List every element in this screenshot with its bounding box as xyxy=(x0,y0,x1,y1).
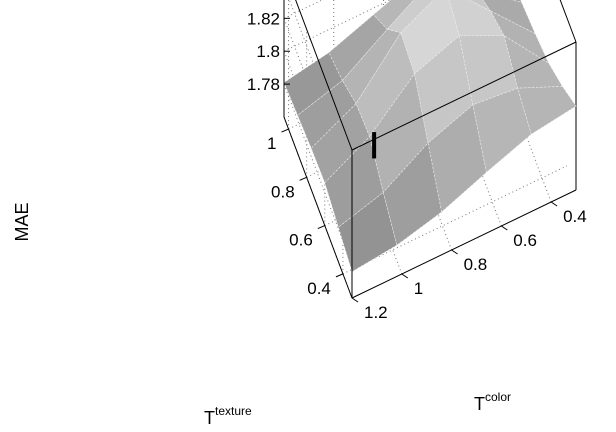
box-back-top-right xyxy=(559,0,577,43)
x-tick-label: 0.4 xyxy=(307,279,331,298)
y-tick-label: 1 xyxy=(414,279,423,298)
y-axis-label: Tcolor xyxy=(474,390,511,414)
x-gridline-floor xyxy=(342,165,568,275)
x-tick-label: 1 xyxy=(267,134,276,153)
y-tick-mark xyxy=(401,273,409,279)
x-axis-line xyxy=(283,116,353,299)
y-axis-line xyxy=(351,189,577,299)
z-tick-label: 1.8 xyxy=(256,42,280,61)
y-tick-label: 0.4 xyxy=(563,207,587,226)
x-axis-label-base: T xyxy=(204,408,215,428)
axis-ticks: 1.841.821.81.780.40.60.810.40.60.811.2 xyxy=(247,9,587,322)
surface-patch xyxy=(342,29,402,105)
box-front xyxy=(283,0,577,299)
y-tick-mark xyxy=(351,297,359,303)
surface-patch xyxy=(510,0,523,3)
x-tick-mark xyxy=(335,273,344,278)
x-axis-label-sup: texture xyxy=(215,404,252,418)
z-gridline-left-wall xyxy=(283,83,353,266)
y-tick-mark xyxy=(550,201,558,207)
box-front-top-left xyxy=(295,0,353,151)
y-axis-label-sup: color xyxy=(485,390,511,404)
y-tick-label: 1.2 xyxy=(364,303,388,322)
x-tick-mark xyxy=(299,176,307,181)
y-tick-label: 0.6 xyxy=(513,231,537,250)
z-axis-label: MAE xyxy=(12,202,32,241)
surface-patch xyxy=(458,35,518,106)
x-axis-label: Ttexture xyxy=(204,404,252,428)
surface-patch xyxy=(472,87,532,173)
surface-patch xyxy=(482,0,536,35)
surface-patch xyxy=(324,136,384,228)
x-tick-mark xyxy=(317,225,325,230)
surface-patch xyxy=(448,0,505,37)
x-tick-label: 0.6 xyxy=(289,231,313,250)
y-axis-label-base: T xyxy=(474,394,485,414)
surface-patch xyxy=(338,191,398,273)
y-tick-mark xyxy=(451,249,458,255)
x-tick-mark xyxy=(281,128,289,133)
y-tick-label: 0.8 xyxy=(464,255,488,274)
surface-patch xyxy=(427,104,487,213)
y-tick-mark xyxy=(501,225,508,231)
surface-mesh xyxy=(283,0,577,273)
z-tick-label: 1.78 xyxy=(247,75,280,94)
box-front-top-right xyxy=(351,41,577,151)
x-tick-label: 0.8 xyxy=(271,182,295,201)
z-tick-label: 1.82 xyxy=(247,9,280,28)
surface-patch xyxy=(369,73,429,194)
